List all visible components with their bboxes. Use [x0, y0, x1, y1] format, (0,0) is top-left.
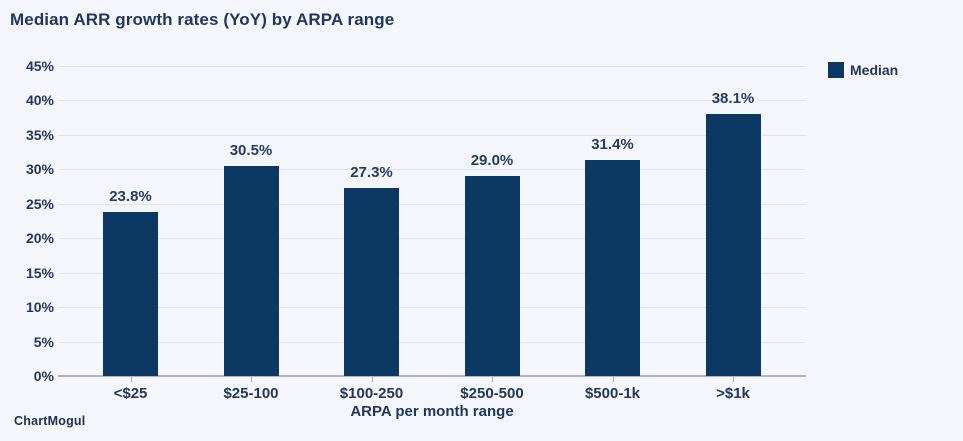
x-axis-category-label: $250-500 — [460, 385, 524, 402]
y-axis-tick-label: 20% — [25, 230, 54, 247]
y-axis-tick-label: 0% — [33, 368, 54, 384]
x-axis-tick — [612, 377, 614, 382]
x-axis-tick — [130, 377, 132, 382]
y-axis-tick-label: 25% — [25, 195, 54, 212]
x-axis-tick — [371, 377, 373, 382]
y-axis-tick-label: 45% — [25, 58, 54, 74]
legend-swatch-icon — [828, 62, 844, 78]
gridline — [58, 66, 806, 67]
x-axis-title: ARPA per month range — [350, 403, 514, 420]
y-axis-tick-label: 30% — [25, 161, 54, 178]
x-axis-category-label: $500-1k — [584, 385, 641, 402]
bar — [344, 187, 399, 376]
x-axis-line — [58, 375, 806, 377]
x-axis-category-label: $100-250 — [339, 385, 404, 402]
y-axis-tick-label: 40% — [25, 92, 54, 109]
bar-value-label: 29.0% — [470, 152, 514, 170]
bar — [585, 159, 640, 376]
x-axis-category-label: $25-100 — [223, 385, 279, 402]
x-axis-category-label: >$1k — [716, 385, 750, 402]
x-axis-category-label: <$25 — [113, 385, 148, 402]
bar — [103, 212, 158, 376]
gridline — [58, 169, 806, 171]
y-axis-tick-label: 5% — [33, 333, 54, 350]
chart-title: Median ARR growth rates (YoY) by ARPA ra… — [10, 10, 395, 29]
legend-item-median[interactable]: Median — [828, 61, 898, 79]
y-axis-tick-label: 15% — [25, 264, 54, 281]
y-axis-tick-label: 10% — [25, 299, 54, 316]
x-axis-tick — [492, 377, 493, 382]
bar-value-label: 23.8% — [109, 188, 152, 206]
gridline — [58, 341, 806, 343]
bar — [223, 165, 279, 376]
bar-value-label: 30.5% — [229, 141, 273, 159]
gridline — [58, 203, 806, 205]
legend-label: Median — [850, 62, 899, 78]
bar-value-label: 31.4% — [591, 135, 634, 153]
gridline — [58, 100, 806, 102]
y-axis-tick-label: 35% — [25, 126, 54, 143]
bar — [464, 176, 520, 376]
bar-value-label: 27.3% — [350, 163, 393, 181]
x-axis-tick — [251, 377, 252, 382]
gridline — [58, 272, 806, 274]
bar — [705, 113, 761, 376]
gridline — [58, 238, 806, 240]
x-axis-tick — [733, 377, 734, 382]
gridline — [58, 134, 806, 136]
chartmogul-logo: ChartMogul — [14, 414, 86, 428]
gridline — [58, 307, 806, 309]
bar-value-label: 38.1% — [711, 89, 755, 107]
